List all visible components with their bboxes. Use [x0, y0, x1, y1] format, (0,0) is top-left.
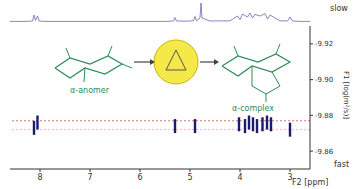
html-text:fast: fast — [334, 160, 349, 169]
svg-text:3: 3 — [287, 173, 292, 182]
html-text:α-anomer: α-anomer — [70, 86, 109, 95]
html-text:α-complex: α-complex — [232, 104, 275, 113]
svg-text:8: 8 — [37, 173, 42, 182]
html-text:F1 [log(m²/s)]: F1 [log(m²/s)] — [342, 71, 350, 119]
svg-text:5: 5 — [187, 173, 192, 182]
svg-text:-9.88: -9.88 — [315, 112, 333, 120]
svg-text:-9.92: -9.92 — [315, 40, 333, 48]
svg-text:7: 7 — [87, 173, 92, 182]
svg-text:4: 4 — [237, 173, 242, 182]
svg-text:6: 6 — [137, 173, 142, 182]
html-text:F2 [ppm]: F2 [ppm] — [292, 178, 329, 187]
html-text:slow: slow — [330, 4, 348, 13]
svg-text:-9.90: -9.90 — [315, 76, 333, 84]
svg-text:-9.86: -9.86 — [315, 148, 334, 156]
